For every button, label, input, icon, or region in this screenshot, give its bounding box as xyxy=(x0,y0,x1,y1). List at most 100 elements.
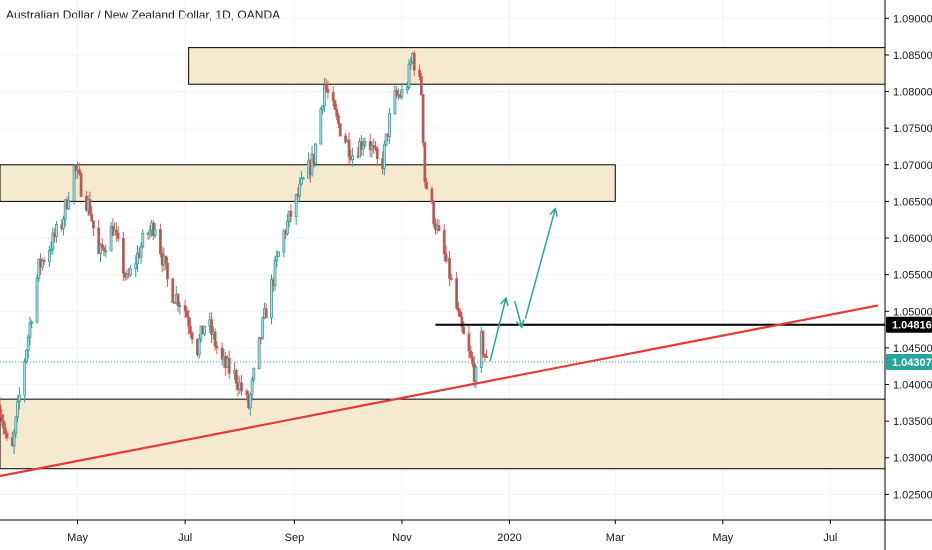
candle-body xyxy=(129,268,132,276)
x-tick-label: May xyxy=(712,532,733,544)
candle-body xyxy=(74,165,78,172)
supply-demand-zone[interactable] xyxy=(188,47,886,85)
y-tick-label: 1.08000 xyxy=(893,87,932,99)
candle-body xyxy=(141,232,145,248)
candle-body xyxy=(122,237,125,274)
candle-body xyxy=(190,332,194,340)
candle-body xyxy=(55,224,58,237)
candle-body xyxy=(213,331,217,347)
candle-body xyxy=(109,225,113,252)
candle-body xyxy=(100,244,104,249)
candle-body xyxy=(234,370,238,384)
candle-body xyxy=(37,258,41,279)
projection-arrow[interactable] xyxy=(514,300,523,328)
candle-body xyxy=(437,225,441,231)
candle-body xyxy=(72,165,76,202)
candle-body xyxy=(485,356,488,358)
candle-body xyxy=(185,310,189,318)
candle-body xyxy=(134,263,138,269)
candle-body xyxy=(178,305,182,307)
candle-body xyxy=(26,336,30,351)
candle-body xyxy=(448,257,451,279)
candle-body xyxy=(282,230,286,253)
candle-body xyxy=(153,229,157,236)
y-tick-label: 1.03500 xyxy=(893,416,932,428)
candle-body xyxy=(270,279,273,319)
candle-body xyxy=(264,308,268,319)
candle-body xyxy=(324,84,328,90)
y-tick-label: 1.08500 xyxy=(893,50,932,62)
candle-body xyxy=(97,227,101,254)
candle-body xyxy=(62,218,65,229)
candle-body xyxy=(460,316,464,328)
candle-body xyxy=(35,278,39,323)
candle-body xyxy=(25,350,28,362)
candle-body xyxy=(294,194,298,218)
candle-body xyxy=(171,278,175,303)
candle-body xyxy=(136,252,139,265)
candle-body xyxy=(250,379,254,395)
candle-body xyxy=(5,433,9,438)
candle-body xyxy=(67,200,71,209)
candle-body xyxy=(467,333,471,352)
projection-arrow[interactable] xyxy=(489,297,507,362)
candle-body xyxy=(159,229,162,254)
y-tick-label: 1.09000 xyxy=(893,13,932,25)
x-tick-label: May xyxy=(67,532,88,544)
candle-body xyxy=(407,63,411,88)
y-tick-label: 1.03000 xyxy=(893,453,932,465)
candle-body xyxy=(455,278,459,309)
trendline[interactable] xyxy=(0,304,879,478)
candle-body xyxy=(227,357,231,374)
y-tick-label: 1.07000 xyxy=(893,160,932,172)
candle-body xyxy=(203,325,206,335)
x-tick-label: Sep xyxy=(285,532,305,544)
candle-body xyxy=(188,325,192,334)
candle-body xyxy=(277,251,280,257)
candle-body xyxy=(300,177,303,185)
x-tick-label: Jul xyxy=(178,532,192,544)
candle-body xyxy=(347,139,351,158)
candle-body xyxy=(166,263,169,280)
candle-body xyxy=(375,148,379,160)
candle-body xyxy=(40,259,44,268)
arrow-head xyxy=(549,207,558,217)
candle-body xyxy=(285,220,289,235)
candle-body xyxy=(335,109,339,117)
y-tick-label: 1.05000 xyxy=(893,306,932,318)
candle-body xyxy=(51,232,55,250)
candle-body xyxy=(458,310,462,318)
candle-body xyxy=(444,253,448,262)
candle-body xyxy=(88,198,92,215)
candle-body xyxy=(382,144,386,169)
candle-body xyxy=(388,113,392,137)
candle-body xyxy=(148,229,152,235)
candle-body xyxy=(333,100,337,110)
candle-body xyxy=(331,91,335,102)
current-price-tag[interactable] xyxy=(886,354,932,371)
candle-body xyxy=(102,247,106,252)
candle-body xyxy=(187,316,191,327)
candle-body xyxy=(384,133,388,146)
candle-body xyxy=(425,181,429,190)
y-tick-label: 1.07500 xyxy=(893,123,932,135)
candle-body xyxy=(3,427,7,434)
candle-body xyxy=(319,108,323,145)
candle-body xyxy=(42,259,46,263)
x-tick-label: Nov xyxy=(392,532,412,544)
candle-body xyxy=(421,94,425,143)
level-price-value: 1.04816 xyxy=(892,320,932,332)
candle-body xyxy=(409,61,413,65)
supply-demand-zone[interactable] xyxy=(0,398,886,470)
level-price-tag[interactable] xyxy=(886,316,932,333)
candle-body xyxy=(12,432,16,447)
candle-body xyxy=(116,232,120,239)
candle-body xyxy=(344,135,347,143)
candle-body xyxy=(419,76,423,96)
x-tick-label: Mar xyxy=(606,532,625,544)
projection-arrow[interactable] xyxy=(524,208,557,319)
candle-body xyxy=(469,350,473,358)
candle-body xyxy=(23,360,27,396)
candle-body xyxy=(125,273,129,278)
